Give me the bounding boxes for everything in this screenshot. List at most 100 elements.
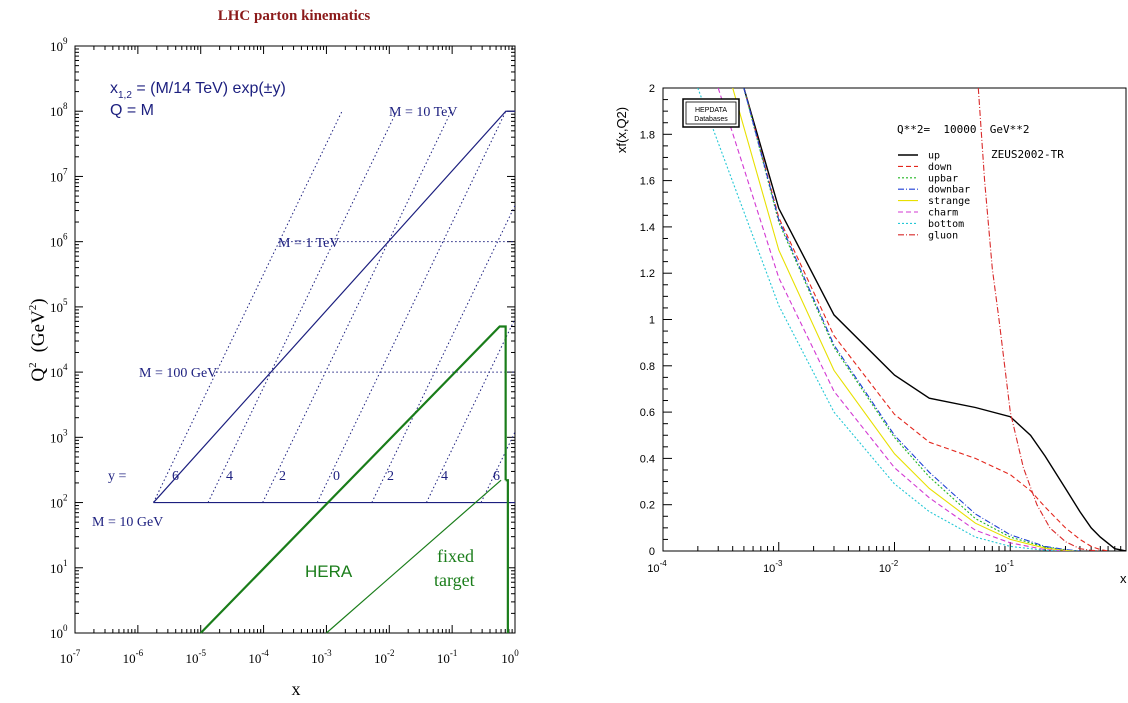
hera-boundary-edge xyxy=(505,479,509,633)
y-tick-label: 104 xyxy=(50,362,68,380)
formula-x12: x1,2 = (M/14 TeV) exp(±y) xyxy=(110,80,286,101)
y-tick-label: 0 xyxy=(649,546,655,558)
rapidity-label: 6 xyxy=(493,469,500,484)
series-charm xyxy=(717,88,1066,551)
badge-line2: Databases xyxy=(694,116,728,123)
series-up xyxy=(743,88,1126,551)
y-tick-label: 2 xyxy=(649,83,655,95)
legend-label: gluon xyxy=(928,230,958,241)
rapidity-line xyxy=(480,431,516,503)
y-tick-label: 106 xyxy=(50,232,68,250)
y-tick-label: 108 xyxy=(50,101,68,119)
x-tick-label: 10-1 xyxy=(995,559,1015,575)
x-tick-label: 10-6 xyxy=(123,648,144,666)
y-axis-label-q: Q xyxy=(28,368,49,382)
badge-frame xyxy=(682,98,740,128)
series-gluon xyxy=(977,88,1101,551)
y-tick-label: 0.2 xyxy=(640,500,655,512)
y-tick-label: 105 xyxy=(50,297,68,315)
rapidity-prefix: y = xyxy=(108,469,127,484)
rapidity-line xyxy=(262,111,452,503)
y-axis-label-unit: (GeV xyxy=(28,310,49,352)
y-tick-label: 1 xyxy=(649,315,655,327)
y-tick-labels: 0 0.2 0.4 0.6 0.8 1 1.2 1.4 1.6 1.8 2 xyxy=(640,83,655,558)
badge-line1: HEPDATA xyxy=(695,107,727,114)
rapidity-label: 4 xyxy=(226,469,233,484)
chart-title: LHC parton kinematics xyxy=(218,8,371,24)
legend-label: strange xyxy=(928,196,970,207)
legend-label: downbar xyxy=(928,185,970,196)
axis-ticks xyxy=(74,45,516,634)
series-downbar xyxy=(743,88,1080,551)
rapidity-label: 2 xyxy=(387,469,394,484)
legend-label: bottom xyxy=(928,219,964,230)
x-tick-label: 10-1 xyxy=(437,648,458,666)
series-down xyxy=(743,88,1109,551)
fixed-target-label-line2: target xyxy=(434,570,475,590)
y-tick-label: 0.4 xyxy=(640,453,655,465)
rapidity-label: 0 xyxy=(333,469,340,484)
legend-label: upbar xyxy=(928,173,958,184)
legend-label: down xyxy=(928,162,952,173)
plot-frame xyxy=(74,45,516,634)
y-tick-label: 0.8 xyxy=(640,361,655,373)
y-tick-label: 0.6 xyxy=(640,407,655,419)
x-tick-labels: 10-7 10-6 10-5 10-4 10-3 10-2 10-1 100 xyxy=(60,648,520,666)
hepdata-badge: HEPDATA Databases xyxy=(682,98,740,128)
rapidity-line xyxy=(425,318,516,503)
y-tick-label: 102 xyxy=(50,493,68,511)
y-tick-label: 1.8 xyxy=(640,129,655,141)
x-tick-label: 10-2 xyxy=(374,648,395,666)
pdf-set-label: ZEUS2002-TR xyxy=(991,148,1064,161)
x-tick-label: 10-7 xyxy=(60,648,81,666)
hera-and-fixed-target-boundaries xyxy=(199,325,509,634)
series-strange xyxy=(732,88,1074,551)
lhc-kinematic-region xyxy=(153,110,515,504)
legend: updownupbardownbarstrangecharmbottomgluo… xyxy=(898,151,970,241)
formula-body: = (M/14 TeV) exp(±y) xyxy=(132,80,286,97)
mass-label-10gev: M = 10 GeV xyxy=(92,515,163,530)
y-tick-label: 101 xyxy=(50,558,68,576)
kinematic-limit-line xyxy=(153,110,515,503)
rapidity-line xyxy=(316,111,507,503)
y-tick-label: 100 xyxy=(50,623,68,641)
series-bottom xyxy=(697,88,1061,551)
hera-label: HERA xyxy=(305,562,353,581)
x-tick-label: 10-3 xyxy=(763,559,783,575)
y-tick-label: 107 xyxy=(50,166,68,184)
rapidity-label: 4 xyxy=(441,469,448,484)
rapidity-line xyxy=(371,205,516,503)
fixed-target-boundary xyxy=(326,479,502,634)
mass-label-1tev: M = 1 TeV xyxy=(278,236,340,251)
x-tick-label: 10-3 xyxy=(311,648,332,666)
legend-label: charm xyxy=(928,208,958,219)
x-tick-label: 10-4 xyxy=(248,648,269,666)
rapidity-and-mass-dotted-lines xyxy=(153,111,516,503)
y-axis-label-unit-sup: 2 xyxy=(27,305,39,311)
x-axis-label: x xyxy=(292,679,301,699)
lhc-kinematics-chart: LHC parton kinematics 10-7 10-6 10-5 10-4 10… xyxy=(27,8,519,699)
x-tick-labels: 10-4 10-3 10-2 10-1 xyxy=(647,559,1014,575)
legend-label: up xyxy=(928,151,940,162)
x-axis-label: x xyxy=(1120,571,1127,586)
formula-q-equals-m: Q = M xyxy=(110,102,154,119)
y-tick-label: 1.6 xyxy=(640,176,655,188)
y-axis-label: Q2(GeV2) xyxy=(27,298,49,381)
x-tick-label: 10-4 xyxy=(647,559,667,575)
x-tick-label: 100 xyxy=(501,648,519,666)
formula-x: x xyxy=(110,80,118,97)
mass-label-10tev: M = 10 TeV xyxy=(389,105,458,120)
y-tick-labels: 100 101 102 103 104 105 106 107 108 109 xyxy=(50,36,68,641)
y-tick-label: 1.4 xyxy=(640,222,655,234)
pdf-curves xyxy=(697,88,1126,551)
rapidity-label: 6 xyxy=(172,469,179,484)
pdf-chart: 0 0.2 0.4 0.6 0.8 1 1.2 1.4 1.6 1.8 2 10-4 10-3 10-2… xyxy=(614,83,1127,586)
y-axis-label-unit-close: ) xyxy=(28,298,49,304)
rapidity-line xyxy=(207,111,398,503)
rapidity-line xyxy=(153,111,343,503)
y-tick-label: 1.2 xyxy=(640,268,655,280)
x-tick-label: 10-2 xyxy=(879,559,899,575)
scale-text: Q**2= 10000 GeV**2 xyxy=(897,123,1029,136)
hera-boundary xyxy=(199,325,507,634)
